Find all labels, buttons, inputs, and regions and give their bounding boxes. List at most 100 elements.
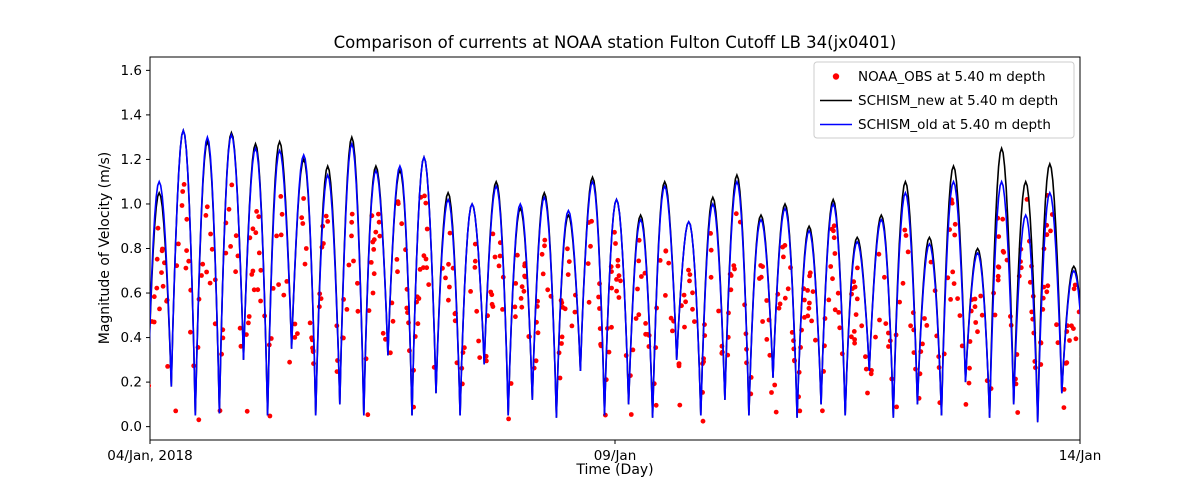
obs-point bbox=[676, 361, 682, 366]
schism-new-line bbox=[150, 127, 1080, 423]
obs-point bbox=[287, 359, 292, 365]
obs-point bbox=[772, 382, 778, 388]
y-tick-label: 1.4 bbox=[121, 107, 142, 123]
obs-point bbox=[967, 365, 972, 371]
obs-point bbox=[639, 274, 644, 279]
obs-point bbox=[176, 241, 181, 247]
x-tick-label: 04/Jan, 2018 bbox=[107, 448, 192, 464]
obs-point bbox=[978, 293, 984, 299]
obs-point bbox=[284, 279, 290, 284]
obs-point bbox=[477, 355, 483, 360]
schism-old-line bbox=[150, 127, 1080, 423]
obs-point bbox=[229, 182, 235, 188]
obs-point bbox=[869, 368, 874, 373]
obs-point bbox=[562, 306, 568, 312]
obs-point bbox=[447, 284, 452, 290]
y-tick-label: 0.4 bbox=[121, 330, 142, 346]
obs-point bbox=[325, 219, 331, 224]
obs-point bbox=[615, 257, 621, 263]
legend-marker-obs-dot-icon bbox=[832, 73, 840, 80]
obs-point bbox=[380, 330, 386, 336]
obs-point bbox=[506, 416, 511, 422]
obs-point bbox=[809, 318, 814, 324]
obs-point bbox=[995, 277, 1001, 283]
obs-point bbox=[155, 225, 161, 231]
obs-point bbox=[1061, 405, 1067, 410]
obs-point bbox=[802, 297, 807, 303]
obs-point bbox=[278, 194, 284, 199]
obs-point bbox=[643, 331, 648, 337]
obs-point bbox=[852, 340, 857, 346]
obs-point bbox=[836, 310, 842, 315]
obs-point bbox=[542, 237, 548, 243]
obs-point bbox=[388, 350, 393, 356]
obs-point bbox=[370, 239, 376, 245]
obs-point bbox=[963, 402, 969, 407]
obs-point bbox=[700, 418, 706, 424]
obs-point bbox=[184, 248, 190, 254]
obs-point bbox=[643, 321, 648, 326]
obs-point bbox=[995, 273, 1001, 279]
obs-point bbox=[690, 306, 695, 312]
obs-point bbox=[521, 288, 527, 294]
obs-point bbox=[281, 292, 287, 298]
obs-point bbox=[295, 331, 300, 336]
obs-point bbox=[612, 229, 617, 235]
obs-point bbox=[159, 248, 165, 254]
obs-point bbox=[1055, 340, 1061, 346]
obs-point bbox=[677, 402, 683, 408]
obs-point bbox=[716, 308, 721, 314]
obs-point bbox=[181, 182, 187, 187]
obs-point bbox=[535, 330, 541, 336]
obs-point bbox=[886, 344, 891, 349]
obs-point bbox=[663, 248, 669, 254]
obs-point bbox=[760, 319, 765, 324]
legend: NOAA_OBS at 5.40 m depth SCHISM_new at 5… bbox=[813, 61, 1075, 139]
obs-point bbox=[682, 324, 687, 330]
obs-point bbox=[545, 287, 551, 293]
obs-point bbox=[226, 206, 232, 212]
obs-point bbox=[244, 332, 249, 337]
x-axis-label: Time (Day) bbox=[575, 462, 653, 478]
obs-point bbox=[613, 241, 618, 246]
obs-point bbox=[154, 256, 160, 262]
obs-point bbox=[807, 300, 812, 306]
obs-point bbox=[472, 258, 478, 264]
obs-point bbox=[490, 231, 496, 237]
obs-point bbox=[1079, 355, 1080, 358]
obs-point bbox=[539, 251, 545, 257]
obs-point bbox=[233, 269, 239, 275]
obs-point bbox=[806, 305, 812, 311]
obs-point bbox=[855, 265, 860, 271]
obs-point bbox=[443, 275, 448, 281]
y-tick-label: 1.2 bbox=[121, 152, 142, 168]
obs-point bbox=[258, 298, 263, 304]
legend-label-new: SCHISM_new at 5.40 m depth bbox=[858, 93, 1058, 109]
obs-point bbox=[208, 231, 214, 237]
obs-point bbox=[882, 274, 887, 280]
obs-point bbox=[399, 221, 405, 227]
obs-point bbox=[733, 211, 739, 217]
obs-point bbox=[758, 263, 764, 268]
obs-point bbox=[515, 252, 520, 258]
obs-point bbox=[616, 295, 622, 300]
obs-point bbox=[957, 313, 963, 318]
obs-point bbox=[446, 297, 451, 303]
y-tick-label: 0.6 bbox=[121, 286, 142, 302]
obs-point bbox=[653, 402, 659, 408]
obs-point bbox=[365, 412, 371, 418]
obs-point bbox=[370, 290, 376, 296]
obs-point bbox=[972, 304, 978, 310]
obs-point bbox=[852, 337, 857, 342]
obs-point bbox=[496, 263, 502, 269]
obs-point bbox=[708, 231, 713, 236]
obs-point bbox=[757, 276, 762, 281]
obs-point bbox=[854, 296, 860, 302]
obs-point bbox=[877, 317, 882, 323]
obs-point bbox=[609, 324, 614, 330]
y-tick-label: 1.0 bbox=[121, 196, 142, 212]
obs-point bbox=[1029, 309, 1035, 315]
obs-point bbox=[151, 294, 157, 300]
obs-point bbox=[235, 253, 241, 259]
